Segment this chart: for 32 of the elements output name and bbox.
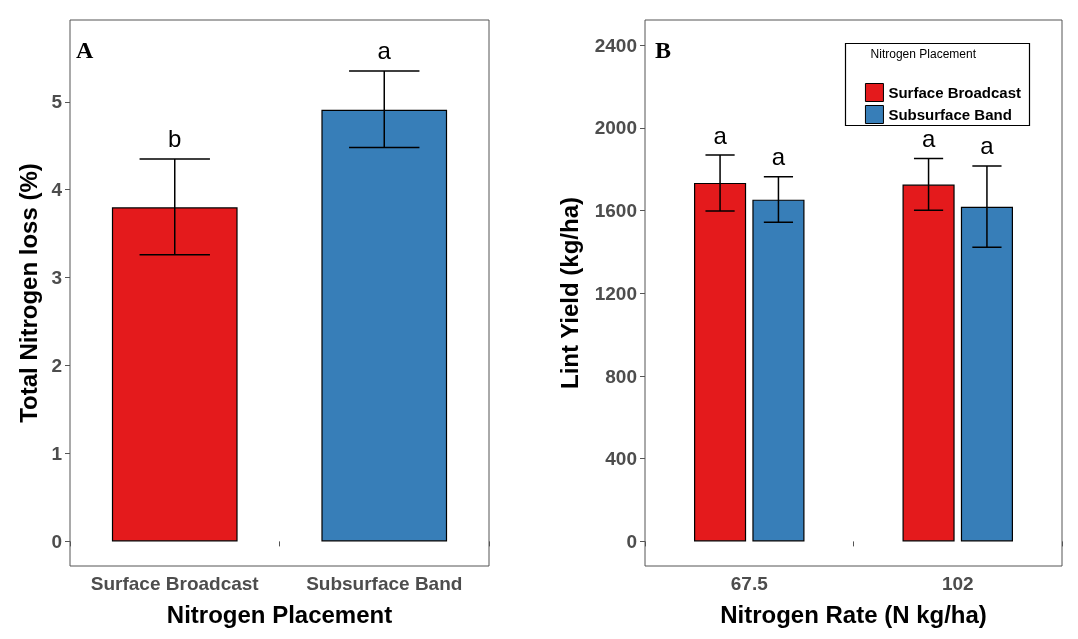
data-label: b xyxy=(168,125,182,153)
y-axis-title: Total Nitrogen loss (%) xyxy=(14,163,42,423)
y-tick-label: 4 xyxy=(51,179,63,201)
annotation: A xyxy=(76,37,94,63)
legend-label: Subsurface Band xyxy=(888,106,1012,123)
y-tick-label: 0 xyxy=(626,530,637,552)
x-axis-title: Nitrogen Rate (N kg/ha) xyxy=(720,600,987,628)
y-tick-label: 400 xyxy=(605,448,637,470)
y-tick-label: 2000 xyxy=(594,117,637,139)
x-tick-label: Surface Broadcast xyxy=(90,573,260,594)
data-label: a xyxy=(377,37,392,65)
x-axis-title: Nitrogen Placement xyxy=(166,600,393,628)
y-tick-label: 2400 xyxy=(594,34,637,56)
x-tick-label: 67.5 xyxy=(730,573,769,594)
annotation: B xyxy=(655,37,672,63)
y-axis-title: Lint Yield (kg/ha) xyxy=(555,196,583,390)
legend-label: Surface Broadcast xyxy=(888,84,1022,101)
data-label: a xyxy=(921,125,936,153)
y-tick-label: 2 xyxy=(51,355,62,377)
y-tick-label: 800 xyxy=(605,365,637,387)
x-tick-label: Subsurface Band xyxy=(306,573,463,594)
x-tick-label: 102 xyxy=(941,573,974,594)
y-tick-label: 1 xyxy=(51,442,63,464)
y-tick-label: 0 xyxy=(51,530,62,552)
data-label: a xyxy=(771,143,786,171)
y-tick-label: 3 xyxy=(51,267,62,289)
y-tick-label: 1200 xyxy=(594,282,637,304)
legend-title: Nitrogen Placement xyxy=(870,47,977,61)
y-tick-label: 5 xyxy=(51,91,63,113)
data-label: a xyxy=(713,121,728,149)
y-tick-label: 1600 xyxy=(594,200,637,222)
data-label: a xyxy=(980,132,995,160)
